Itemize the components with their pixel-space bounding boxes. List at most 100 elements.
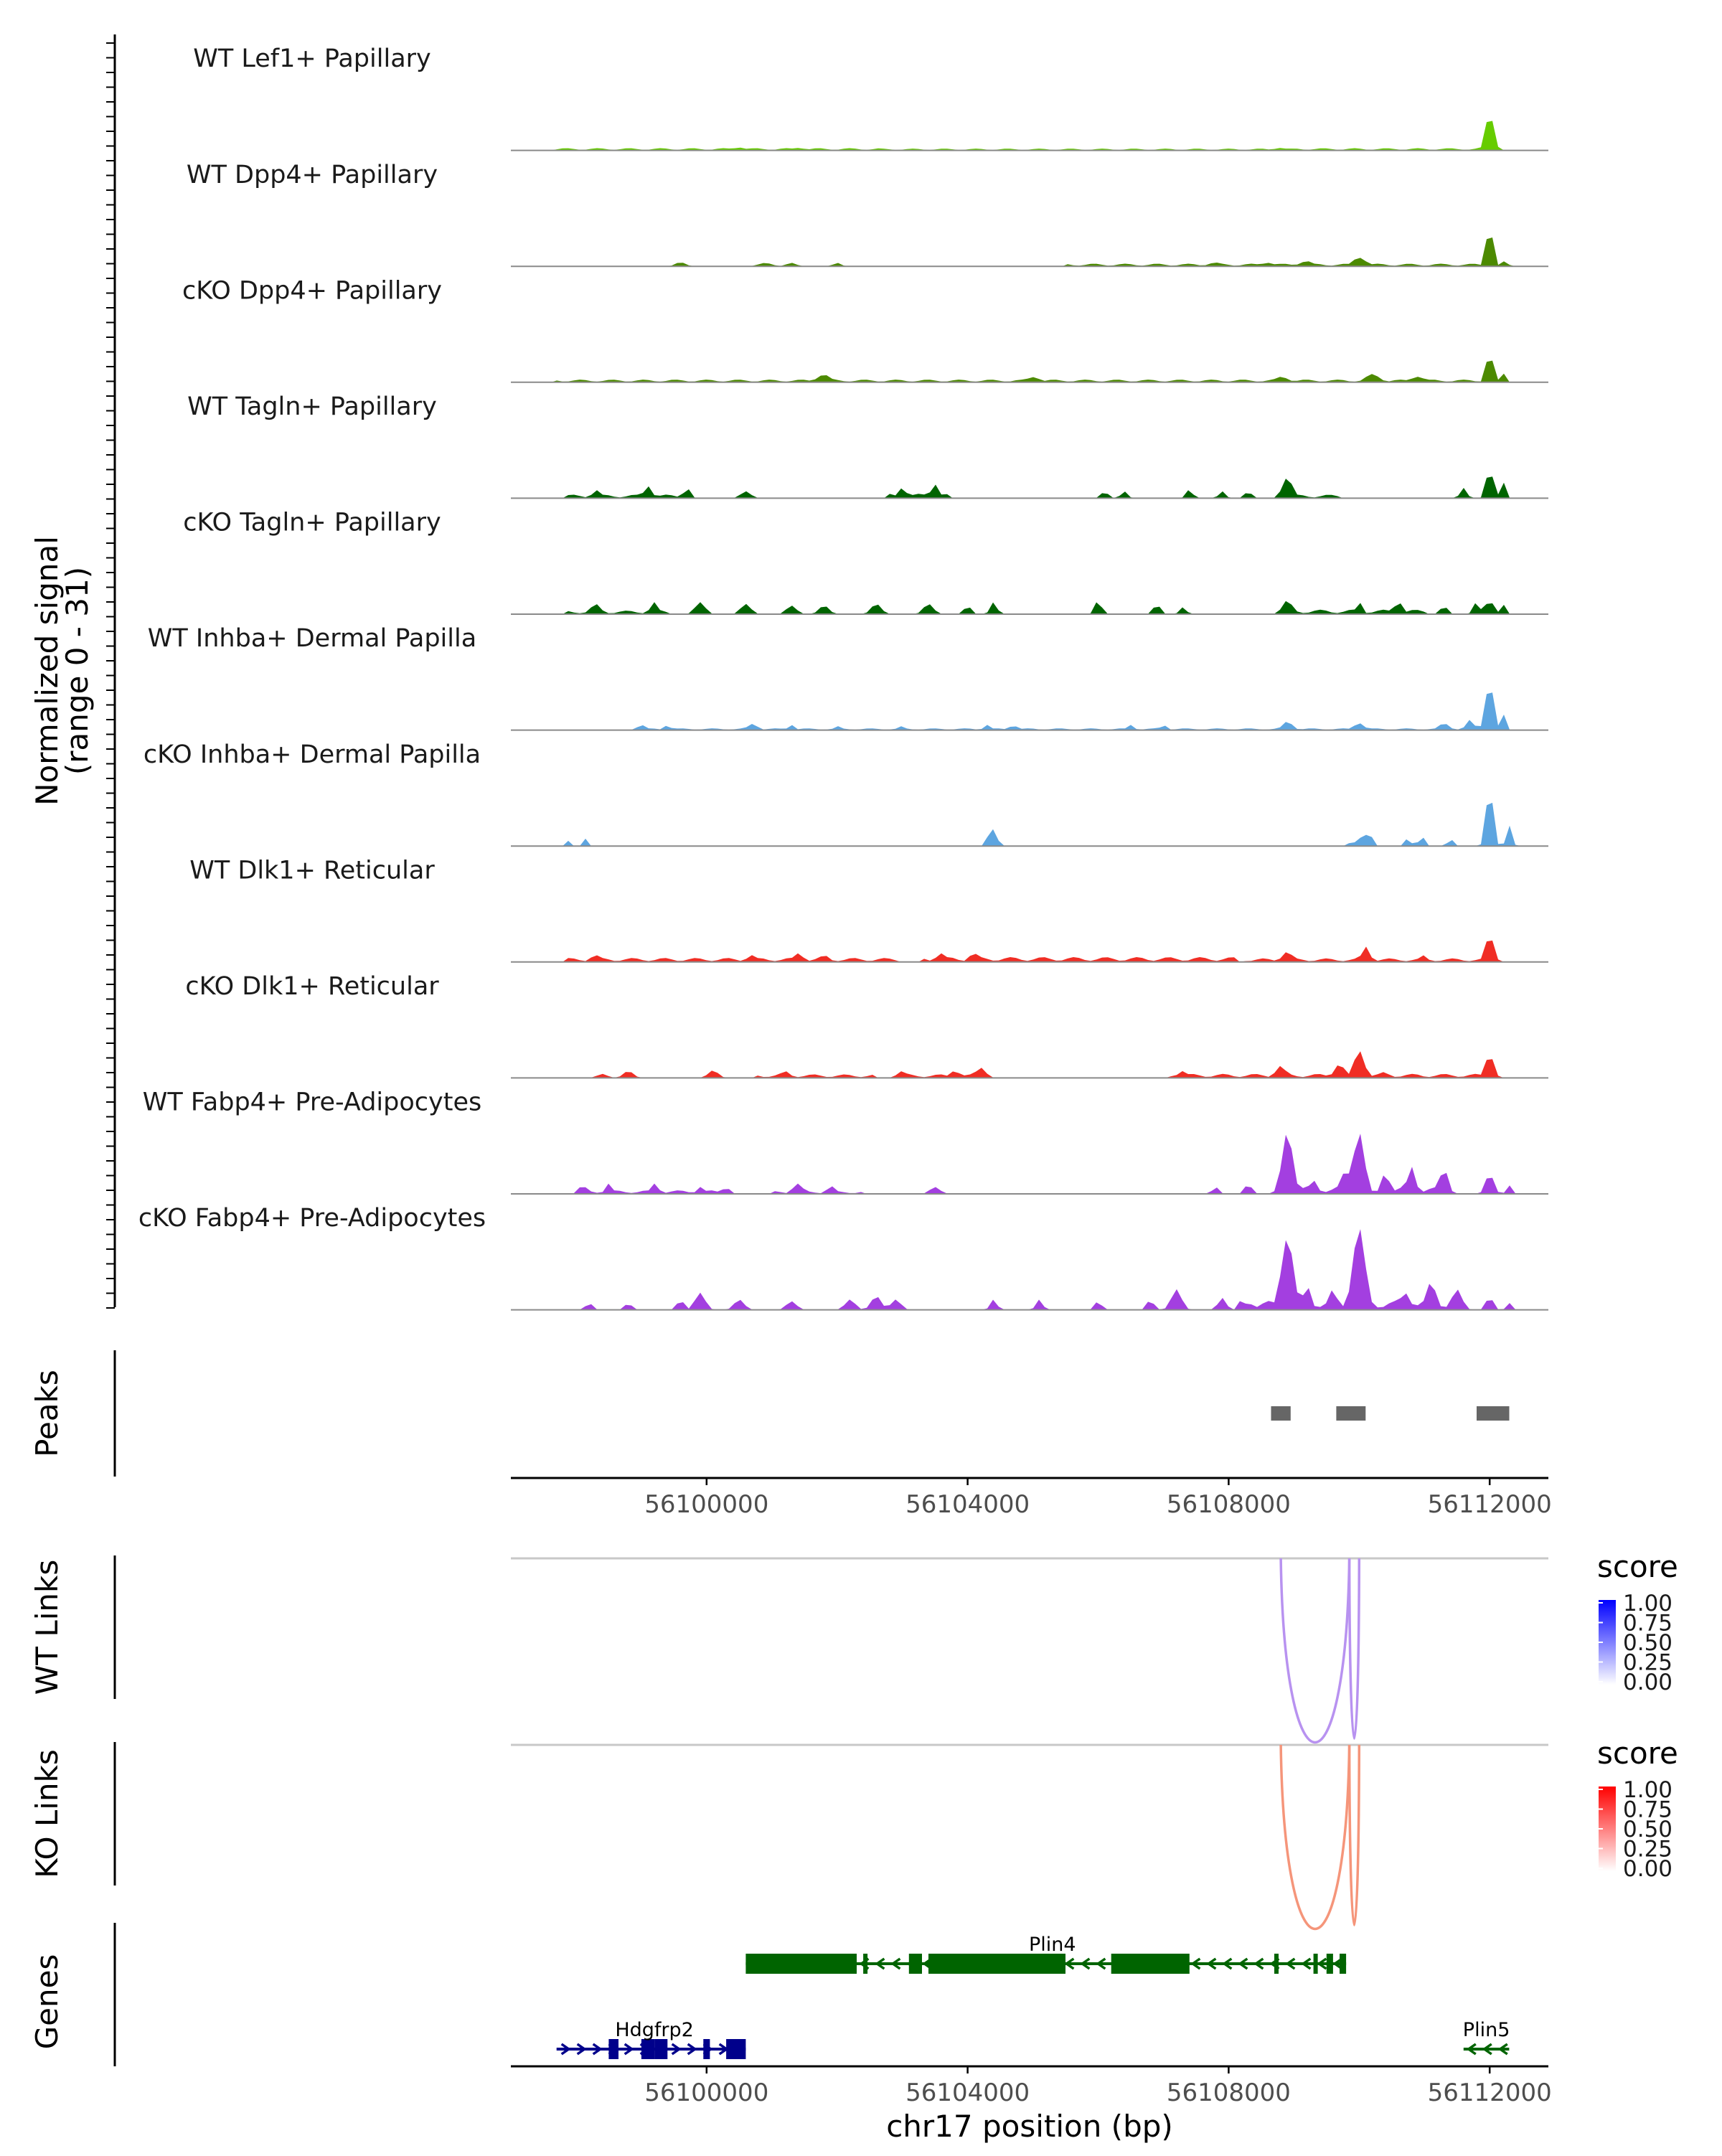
track-label: cKO Dlk1+ Reticular	[185, 972, 439, 1001]
coverage-area	[511, 360, 1548, 382]
strand-arrow	[1285, 1957, 1296, 1970]
strand-arrow	[1096, 1957, 1106, 1970]
coverage-ylabel-line2: (range 0 - 31)	[60, 567, 95, 775]
links-label: KO Links	[29, 1749, 65, 1878]
gene-exon	[608, 2039, 618, 2059]
gene-label: Plin4	[1029, 1934, 1076, 1956]
track-label: WT Fabp4+ Pre-Adipocytes	[143, 1088, 481, 1117]
x-tick-label: 56112000	[1428, 2079, 1552, 2107]
track-label: WT Dpp4+ Papillary	[187, 161, 438, 189]
x-tick-label: 56104000	[905, 2079, 1030, 2107]
gene-exon	[1326, 1954, 1333, 1974]
strand-arrow	[1466, 2043, 1477, 2056]
strand-arrow	[1317, 1957, 1327, 1970]
legend-tick-label: 0.00	[1623, 1856, 1672, 1882]
peak-region	[1477, 1406, 1510, 1421]
link-arc	[1347, 1744, 1361, 1926]
coverage-area	[511, 601, 1548, 614]
x-tick-label: 56108000	[1167, 2079, 1291, 2107]
legend-tick-label: 0.50	[1623, 1630, 1672, 1656]
strand-arrow	[1238, 1957, 1248, 1970]
x-tick-label: 56108000	[1167, 1490, 1291, 1519]
coverage-track: cKO Dpp4+ Papillary	[182, 276, 1548, 383]
strand-arrow	[1301, 1957, 1312, 1970]
coverage-area	[511, 1229, 1548, 1310]
coverage-track: cKO Tagln+ Papillary	[183, 509, 1548, 615]
strand-arrow	[1080, 1957, 1091, 1970]
x-axis-ticks-bottom: 56100000 56104000 56108000 56112000	[644, 2066, 1552, 2107]
score-legend: score 1.000.750.500.250.00	[1597, 1549, 1678, 1695]
coverage-track: cKO Fabp4+ Pre-Adipocytes	[138, 1204, 1548, 1311]
gene-model: Plin5	[1463, 2019, 1510, 2056]
legend-title: score	[1597, 1736, 1678, 1771]
track-label: WT Dlk1+ Reticular	[189, 856, 435, 885]
score-legend: score 1.000.750.500.250.00	[1597, 1736, 1678, 1882]
track-label: cKO Dpp4+ Papillary	[182, 276, 442, 305]
strand-arrow	[592, 2043, 603, 2056]
legend-tick-label: 1.00	[1623, 1591, 1672, 1616]
coverage-area	[511, 940, 1548, 962]
strand-arrow	[576, 2043, 587, 2056]
track-label: WT Tagln+ Papillary	[187, 392, 437, 421]
links-panel: WT Links score 1.000.750.500.250.00	[29, 1549, 1678, 1744]
strand-arrow	[1253, 1957, 1264, 1970]
strand-arrow	[1222, 1957, 1233, 1970]
link-arc	[1279, 1744, 1351, 1931]
legend-tick-label: 0.00	[1623, 1670, 1672, 1695]
peak-region	[1271, 1406, 1291, 1421]
peak-region	[1336, 1406, 1366, 1421]
gene-exon	[1111, 1954, 1190, 1974]
strand-arrow	[1064, 1957, 1075, 1970]
strand-arrow	[1497, 2043, 1508, 2056]
track-label: cKO Tagln+ Papillary	[183, 509, 441, 537]
x-axis-title: chr17 position (bp)	[886, 2109, 1173, 2144]
gene-label: Hdgfrp2	[615, 2019, 694, 2041]
strand-arrow	[560, 2043, 571, 2056]
coverage-track: WT Lef1+ Papillary	[193, 44, 1548, 151]
coverage-area	[511, 476, 1548, 499]
gene-exon	[908, 1954, 922, 1974]
coverage-axis-ticks	[106, 42, 115, 1309]
strand-arrow	[890, 1957, 901, 1970]
coverage-track: WT Dpp4+ Papillary	[187, 161, 1548, 268]
x-tick-label: 56100000	[644, 1490, 768, 1519]
gene-model: Plin4	[745, 1934, 1347, 1974]
strand-arrow	[875, 1957, 885, 1970]
gene-models: Plin4 Hdgfrp2 Plin5	[556, 1934, 1510, 2059]
x-tick-label: 56104000	[905, 1490, 1030, 1519]
legend-tick-label: 0.75	[1623, 1797, 1672, 1823]
gene-model: Hdgfrp2	[556, 2019, 746, 2059]
strand-arrow	[671, 2043, 682, 2056]
coverage-area	[511, 1051, 1548, 1078]
legend-tick-label: 0.25	[1623, 1837, 1672, 1863]
legend-title: score	[1597, 1549, 1678, 1584]
track-label: cKO Fabp4+ Pre-Adipocytes	[138, 1204, 486, 1233]
legend-tick-label: 0.50	[1623, 1817, 1672, 1842]
genes-label: Genes	[29, 1954, 65, 2050]
legend-tick-label: 1.00	[1623, 1777, 1672, 1803]
link-arc	[1279, 1558, 1351, 1744]
coverage-track: WT Fabp4+ Pre-Adipocytes	[143, 1088, 1548, 1195]
legend-tick-label: 0.25	[1623, 1650, 1672, 1676]
gene-exon	[745, 1954, 857, 1974]
links-label: WT Links	[29, 1560, 65, 1695]
coverage-ylabel-line1: Normalized signal	[29, 536, 65, 806]
gene-exon	[863, 1954, 868, 1974]
strand-arrow	[624, 2043, 634, 2056]
coverage-track: WT Tagln+ Papillary	[187, 392, 1548, 499]
strand-arrow	[1190, 1957, 1201, 1970]
x-tick-label: 56112000	[1428, 1490, 1552, 1519]
legend-tick-label: 0.75	[1623, 1611, 1672, 1637]
coverage-area	[511, 692, 1548, 730]
gene-exon	[1313, 1954, 1318, 1974]
gene-exon	[641, 2039, 655, 2059]
x-tick-label: 56100000	[644, 2079, 768, 2107]
gene-exon	[654, 2039, 668, 2059]
gene-exon	[1340, 1954, 1347, 1974]
gene-exon	[726, 2039, 746, 2059]
track-label: WT Lef1+ Papillary	[193, 44, 431, 73]
link-arc	[1347, 1558, 1361, 1740]
